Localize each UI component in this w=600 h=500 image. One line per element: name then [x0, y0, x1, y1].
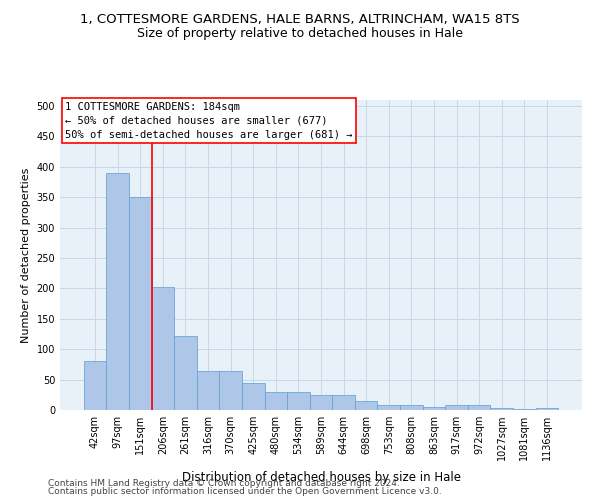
- Bar: [197, 371, 220, 410]
- Text: Size of property relative to detached houses in Hale: Size of property relative to detached ho…: [137, 28, 463, 40]
- Bar: [400, 405, 422, 410]
- Text: 1 COTTESMORE GARDENS: 184sqm
← 50% of detached houses are smaller (677)
50% of s: 1 COTTESMORE GARDENS: 184sqm ← 50% of de…: [65, 102, 353, 140]
- Bar: [490, 408, 513, 410]
- X-axis label: Distribution of detached houses by size in Hale: Distribution of detached houses by size …: [182, 472, 461, 484]
- Bar: [174, 336, 197, 410]
- Bar: [377, 405, 400, 410]
- Bar: [332, 396, 355, 410]
- Y-axis label: Number of detached properties: Number of detached properties: [21, 168, 31, 342]
- Bar: [310, 396, 332, 410]
- Text: 1, COTTESMORE GARDENS, HALE BARNS, ALTRINCHAM, WA15 8TS: 1, COTTESMORE GARDENS, HALE BARNS, ALTRI…: [80, 12, 520, 26]
- Bar: [129, 198, 152, 410]
- Bar: [265, 392, 287, 410]
- Bar: [468, 404, 490, 410]
- Bar: [106, 173, 129, 410]
- Bar: [220, 371, 242, 410]
- Text: Contains public sector information licensed under the Open Government Licence v3: Contains public sector information licen…: [48, 487, 442, 496]
- Bar: [84, 362, 106, 410]
- Bar: [355, 401, 377, 410]
- Bar: [513, 409, 536, 410]
- Bar: [536, 408, 558, 410]
- Bar: [242, 384, 265, 410]
- Bar: [152, 286, 174, 410]
- Bar: [445, 404, 468, 410]
- Bar: [287, 392, 310, 410]
- Bar: [422, 407, 445, 410]
- Text: Contains HM Land Registry data © Crown copyright and database right 2024.: Contains HM Land Registry data © Crown c…: [48, 478, 400, 488]
